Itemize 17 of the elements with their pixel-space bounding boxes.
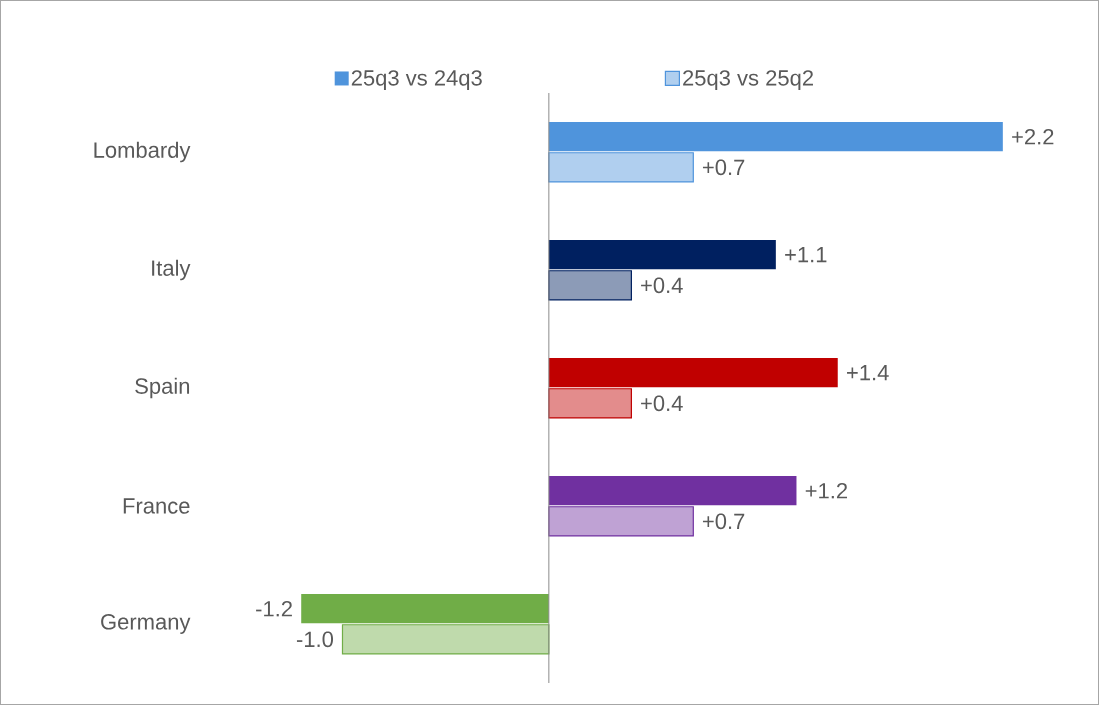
- data-label: -1.0: [296, 631, 334, 648]
- data-label: +0.4: [641, 277, 683, 294]
- legend-label: 25q3 vs 25q2: [683, 70, 813, 91]
- data-label: +1.4: [847, 365, 889, 381]
- y-tick-label: Germany: [101, 614, 191, 634]
- data-label: +0.7: [702, 513, 745, 530]
- data-label: +2.2: [1012, 128, 1054, 145]
- data-label: +0.4: [641, 395, 683, 412]
- data-label: -1.2: [256, 600, 292, 617]
- y-tick-label: Lombardy: [94, 141, 191, 163]
- data-label: +1.2: [805, 482, 848, 499]
- legend-label: 25q3 vs 24q3: [351, 70, 482, 91]
- y-tick-label: Italy: [152, 259, 191, 281]
- data-label: +1.1: [785, 247, 827, 263]
- y-tick-label: Spain: [135, 377, 190, 399]
- data-label: +0.7: [702, 159, 745, 176]
- y-tick-label: France: [123, 498, 190, 514]
